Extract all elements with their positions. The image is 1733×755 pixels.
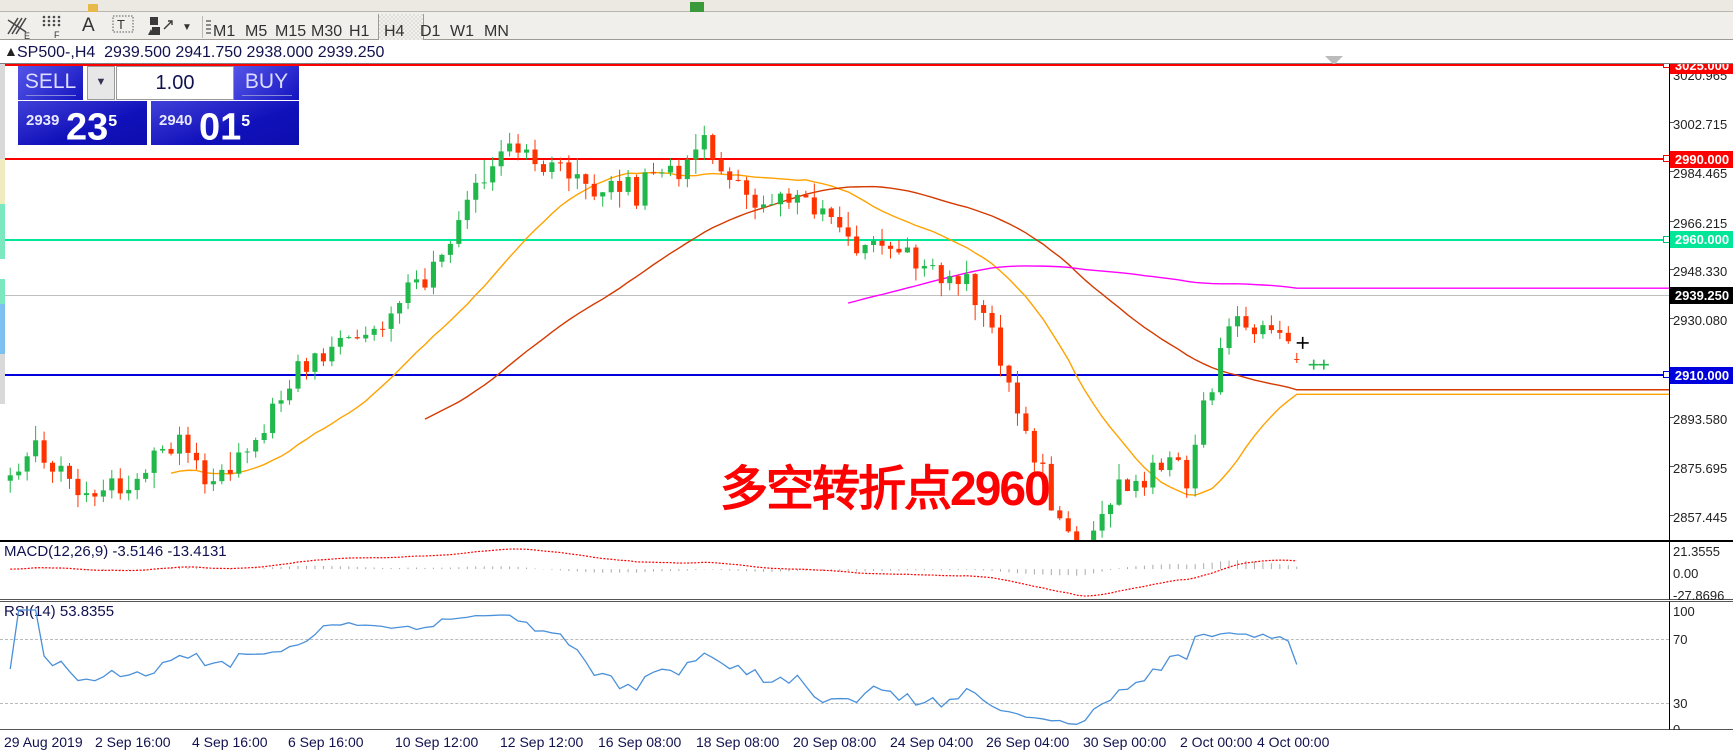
svg-text:E: E (24, 31, 30, 40)
svg-text:T: T (117, 17, 125, 32)
svg-text:F: F (54, 30, 60, 39)
